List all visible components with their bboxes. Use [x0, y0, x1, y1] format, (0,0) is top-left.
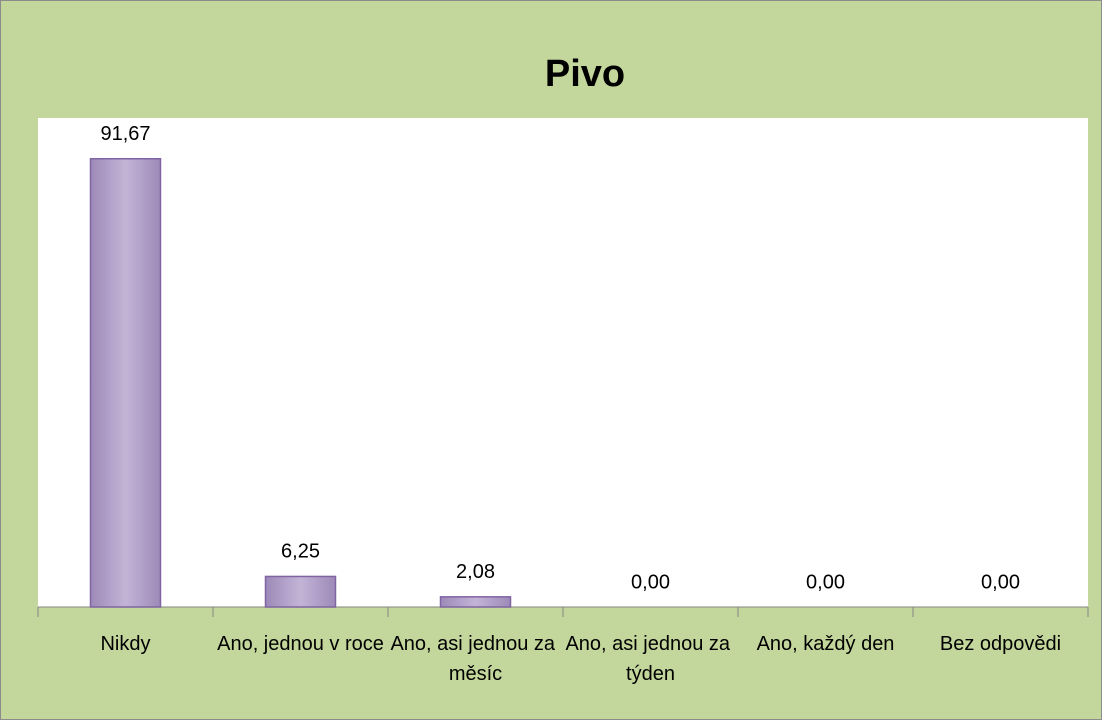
x-tick-label: Ano, jednou v roce	[217, 633, 384, 655]
plot-area	[38, 118, 1088, 607]
data-label: 0,00	[631, 571, 670, 593]
x-tick-label: Ano, asi jednou za týden	[565, 633, 735, 685]
data-label: 6,25	[281, 541, 320, 563]
data-label: 2,08	[456, 561, 495, 583]
x-tick-label: Bez odpovědi	[940, 633, 1061, 655]
bar	[264, 575, 337, 608]
x-tick-label: Nikdy	[100, 633, 150, 655]
x-tick-label: Ano, každý den	[757, 633, 895, 655]
x-tick-label: Ano, asi jednou za měsíc	[390, 633, 560, 685]
bar	[439, 596, 512, 608]
data-label: 0,00	[981, 571, 1020, 593]
data-label: 91,67	[100, 123, 150, 145]
bar	[89, 157, 162, 608]
data-label: 0,00	[806, 571, 845, 593]
chart-title: Pivo	[545, 53, 625, 95]
